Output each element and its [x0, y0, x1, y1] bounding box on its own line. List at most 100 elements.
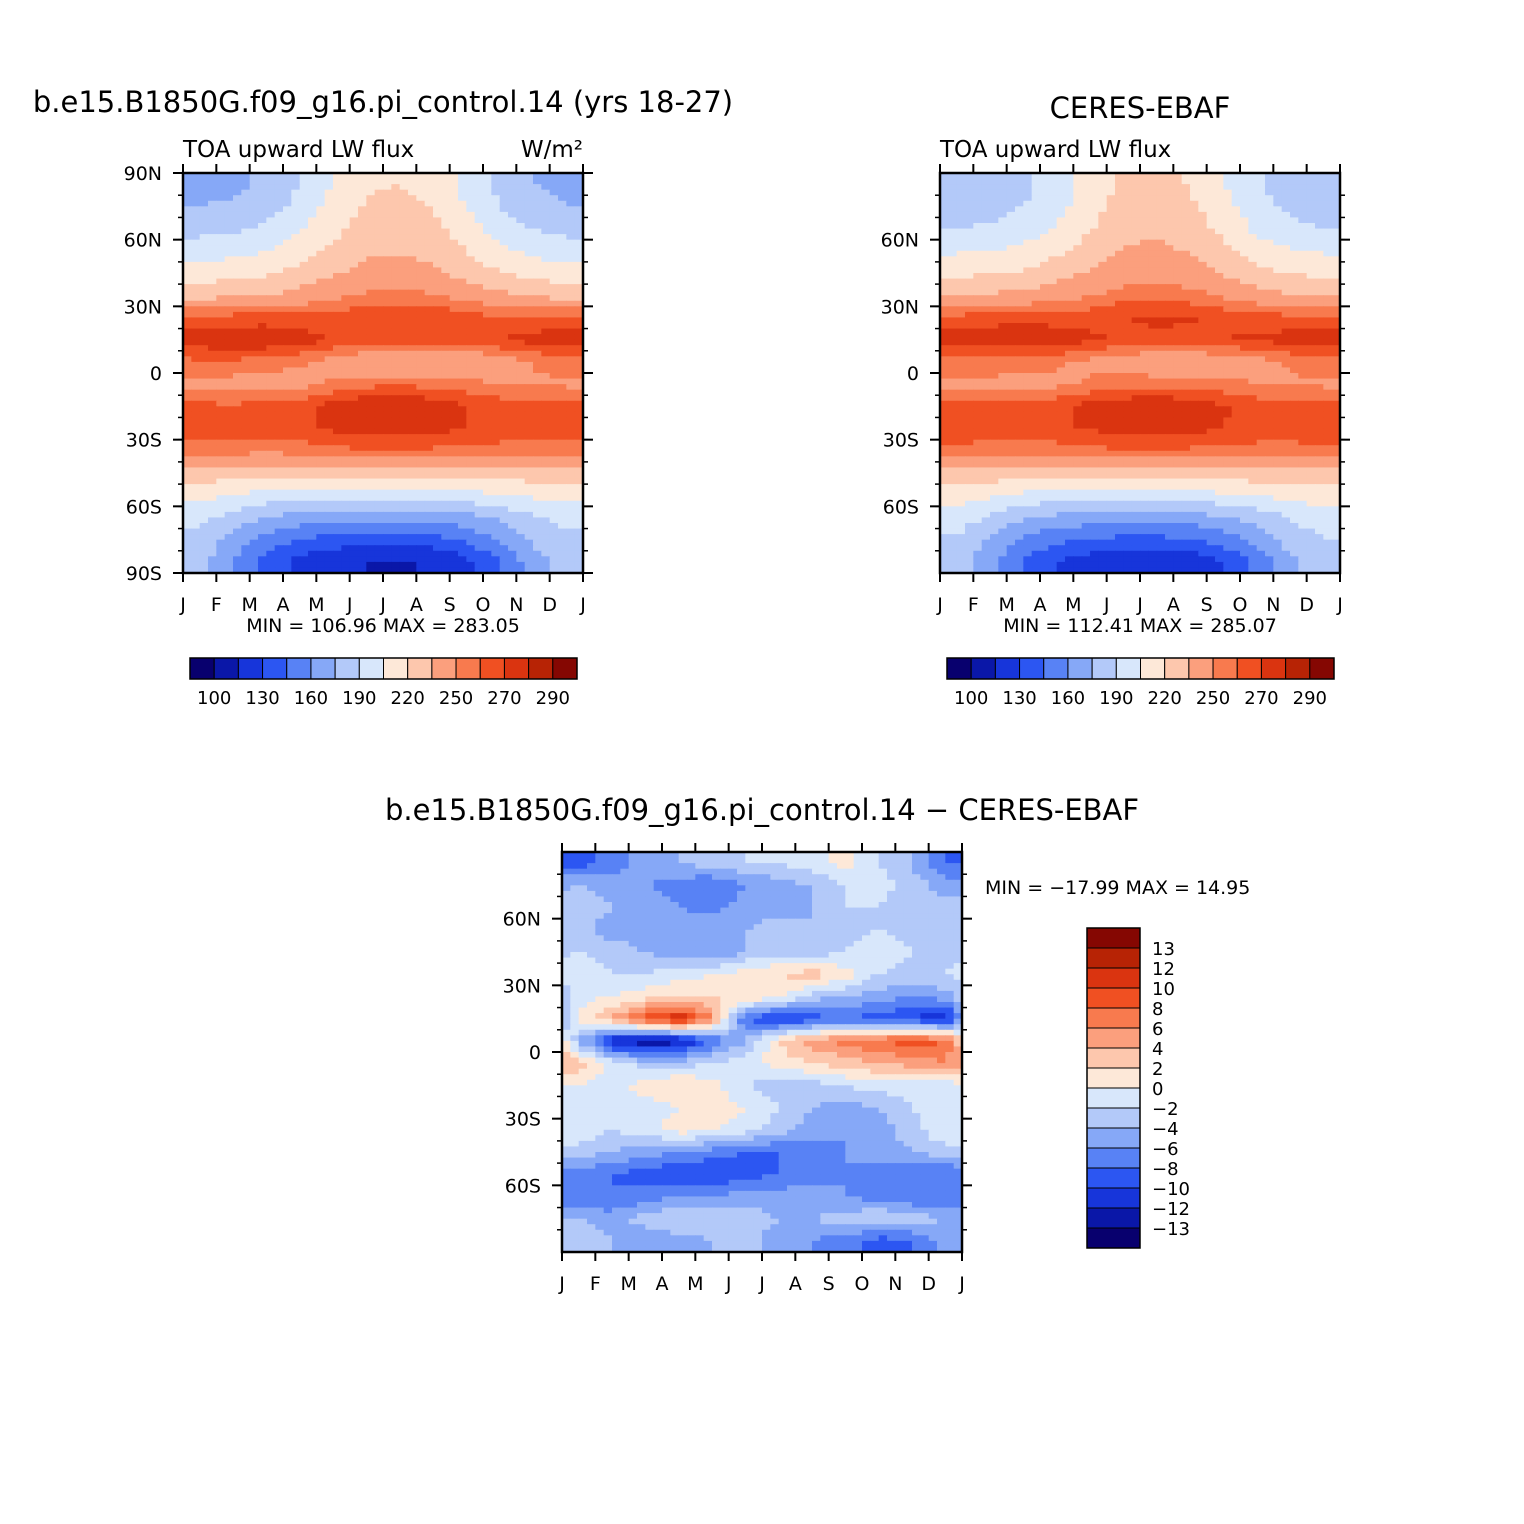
heat-cell: [399, 217, 409, 224]
heat-cell: [1065, 334, 1074, 341]
heat-cell: [191, 245, 201, 252]
heat-cell: [474, 484, 484, 491]
heat-cell: [316, 517, 326, 524]
heat-cell: [241, 511, 251, 519]
heat-cell: [258, 339, 267, 346]
heat-cell: [374, 361, 384, 369]
heat-cell: [558, 189, 567, 196]
heat-cell: [474, 545, 484, 552]
heat-cell: [1231, 289, 1241, 296]
heat-cell: [366, 234, 376, 241]
heat-cell: [1240, 189, 1249, 196]
heat-cell: [1148, 200, 1158, 207]
heat-cell: [399, 228, 409, 235]
heat-cell: [1148, 284, 1158, 291]
heat-cell: [224, 428, 234, 435]
heat-cell: [516, 445, 526, 452]
heat-cell: [458, 445, 467, 452]
heat-cell: [466, 211, 476, 219]
heat-cell: [1048, 239, 1058, 246]
heat-cell: [1040, 228, 1049, 235]
heat-cell: [224, 295, 234, 302]
heat-cell: [466, 528, 476, 535]
heat-cell: [291, 356, 301, 363]
heat-cell: [965, 211, 974, 219]
heat-cell: [266, 506, 276, 513]
heat-cell: [266, 239, 276, 246]
heat-cell: [308, 523, 317, 530]
heat-cell: [1273, 289, 1283, 296]
heat-cell: [1240, 184, 1249, 191]
heat-cell: [466, 334, 476, 341]
heat-cell: [1115, 211, 1124, 219]
heat-cell: [191, 356, 201, 363]
heat-cell: [533, 478, 542, 485]
heat-cell: [249, 445, 259, 452]
heat-cell: [249, 217, 259, 224]
heat-cell: [549, 534, 559, 541]
heat-cell: [1140, 289, 1149, 296]
heat-cell: [233, 345, 242, 352]
heat-cell: [249, 556, 259, 563]
heat-cell: [574, 528, 584, 535]
heat-cell: [1256, 323, 1266, 330]
heat-cell: [433, 317, 442, 324]
heat-cell: [399, 406, 409, 413]
heat-cell: [558, 223, 567, 230]
heat-cell: [416, 328, 426, 335]
heat-cell: [391, 367, 401, 374]
heat-cell: [291, 278, 301, 285]
heat-cell: [183, 356, 192, 363]
heat-cell: [1281, 173, 1291, 180]
heat-cell: [249, 417, 259, 424]
heat-cell: [383, 334, 392, 341]
heat-cell: [1256, 239, 1266, 246]
heat-cell: [508, 361, 517, 369]
heat-cell: [1031, 306, 1041, 313]
heat-cell: [483, 423, 492, 430]
heat-cell: [541, 534, 551, 541]
heat-cell: [333, 284, 342, 291]
heat-cell: [224, 178, 234, 185]
heat-cell: [541, 495, 551, 502]
heat-cell: [308, 556, 317, 563]
heat-cell: [366, 495, 376, 502]
heat-cell: [1106, 250, 1116, 257]
heat-cell: [416, 206, 426, 213]
heat-cell: [491, 545, 501, 552]
heat-cell: [366, 389, 376, 396]
heat-cell: [224, 411, 234, 419]
heat-cell: [1015, 323, 1024, 330]
heat-cell: [1131, 278, 1141, 285]
heat-cell: [474, 450, 484, 457]
heat-cell: [549, 539, 559, 546]
heat-cell: [1306, 234, 1316, 241]
heat-cell: [483, 434, 492, 441]
heat-cell: [474, 311, 484, 319]
heat-cell: [258, 261, 267, 269]
heat-cell: [558, 478, 567, 485]
heat-cell: [466, 317, 476, 324]
heat-cell: [424, 206, 434, 213]
heat-cell: [374, 406, 384, 413]
heat-cell: [341, 556, 351, 563]
heat-cell: [549, 389, 559, 396]
heat-cell: [299, 256, 309, 263]
heat-cell: [291, 267, 301, 274]
heat-cell: [948, 206, 958, 213]
heat-cell: [349, 534, 359, 541]
heat-cell: [1123, 189, 1133, 196]
heat-cell: [1181, 284, 1191, 291]
heat-cell: [1306, 278, 1316, 285]
heat-cell: [541, 473, 551, 480]
heat-cell: [483, 545, 492, 552]
heat-cell: [283, 245, 292, 252]
heat-cell: [1156, 311, 1166, 319]
heat-cell: [408, 384, 417, 391]
heat-cell: [299, 439, 309, 446]
heat-cell: [533, 350, 542, 357]
heat-cell: [366, 473, 376, 480]
heat-cell: [316, 456, 326, 463]
heat-cell: [341, 345, 351, 352]
heat-cell: [433, 217, 442, 224]
